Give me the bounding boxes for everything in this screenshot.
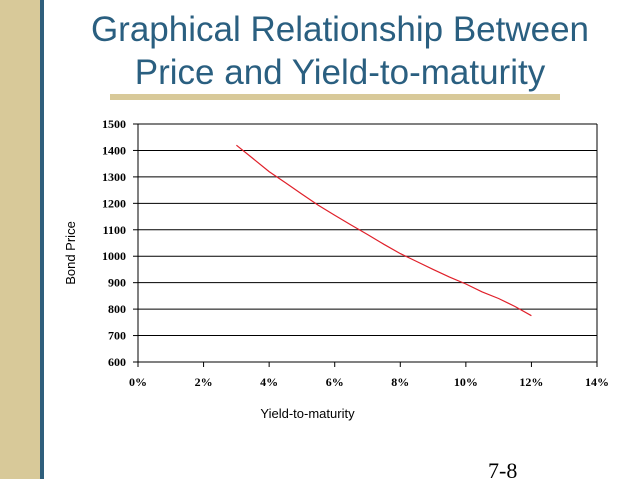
x-tick-label: 2%: [195, 375, 213, 389]
x-tick-label: 0%: [129, 375, 147, 389]
y-tick-label: 1300: [102, 170, 126, 184]
sidebar-stripe: [0, 0, 40, 479]
series-line: [236, 144, 532, 317]
y-tick-label: 1100: [103, 223, 126, 237]
slide-title: Graphical Relationship Between Price and…: [50, 8, 630, 94]
title-line-1: Graphical Relationship Between: [90, 10, 590, 49]
y-tick-label: 1200: [102, 196, 126, 210]
y-tick-label: 600: [108, 355, 126, 369]
x-tick-label: 10%: [454, 375, 478, 389]
sidebar-line: [40, 0, 44, 479]
y-tick-label: 1000: [102, 249, 126, 263]
y-axis-label: Bond Price: [63, 221, 78, 285]
price-yield-chart: 600 700 800 900 1000 1100 1200 1300 1400 1500 0% 2%…: [63, 117, 609, 421]
x-tick-label: 8%: [391, 375, 409, 389]
title-line-2: Price and Yield-to-maturity: [134, 53, 546, 92]
y-tick-label: 800: [108, 302, 126, 316]
x-tick-label: 14%: [585, 375, 609, 389]
page-number: 7-8: [488, 458, 518, 483]
x-axis-label: Yield-to-maturity: [260, 406, 355, 421]
title-underline: [110, 94, 560, 100]
x-tick-label: 12%: [519, 375, 543, 389]
y-tick-label: 900: [108, 276, 126, 290]
y-tick-label: 1400: [102, 143, 126, 157]
x-tick-label: 4%: [260, 375, 278, 389]
y-tick-label: 1500: [102, 117, 126, 131]
x-tick-label: 6%: [326, 375, 344, 389]
y-tick-label: 700: [108, 329, 126, 343]
